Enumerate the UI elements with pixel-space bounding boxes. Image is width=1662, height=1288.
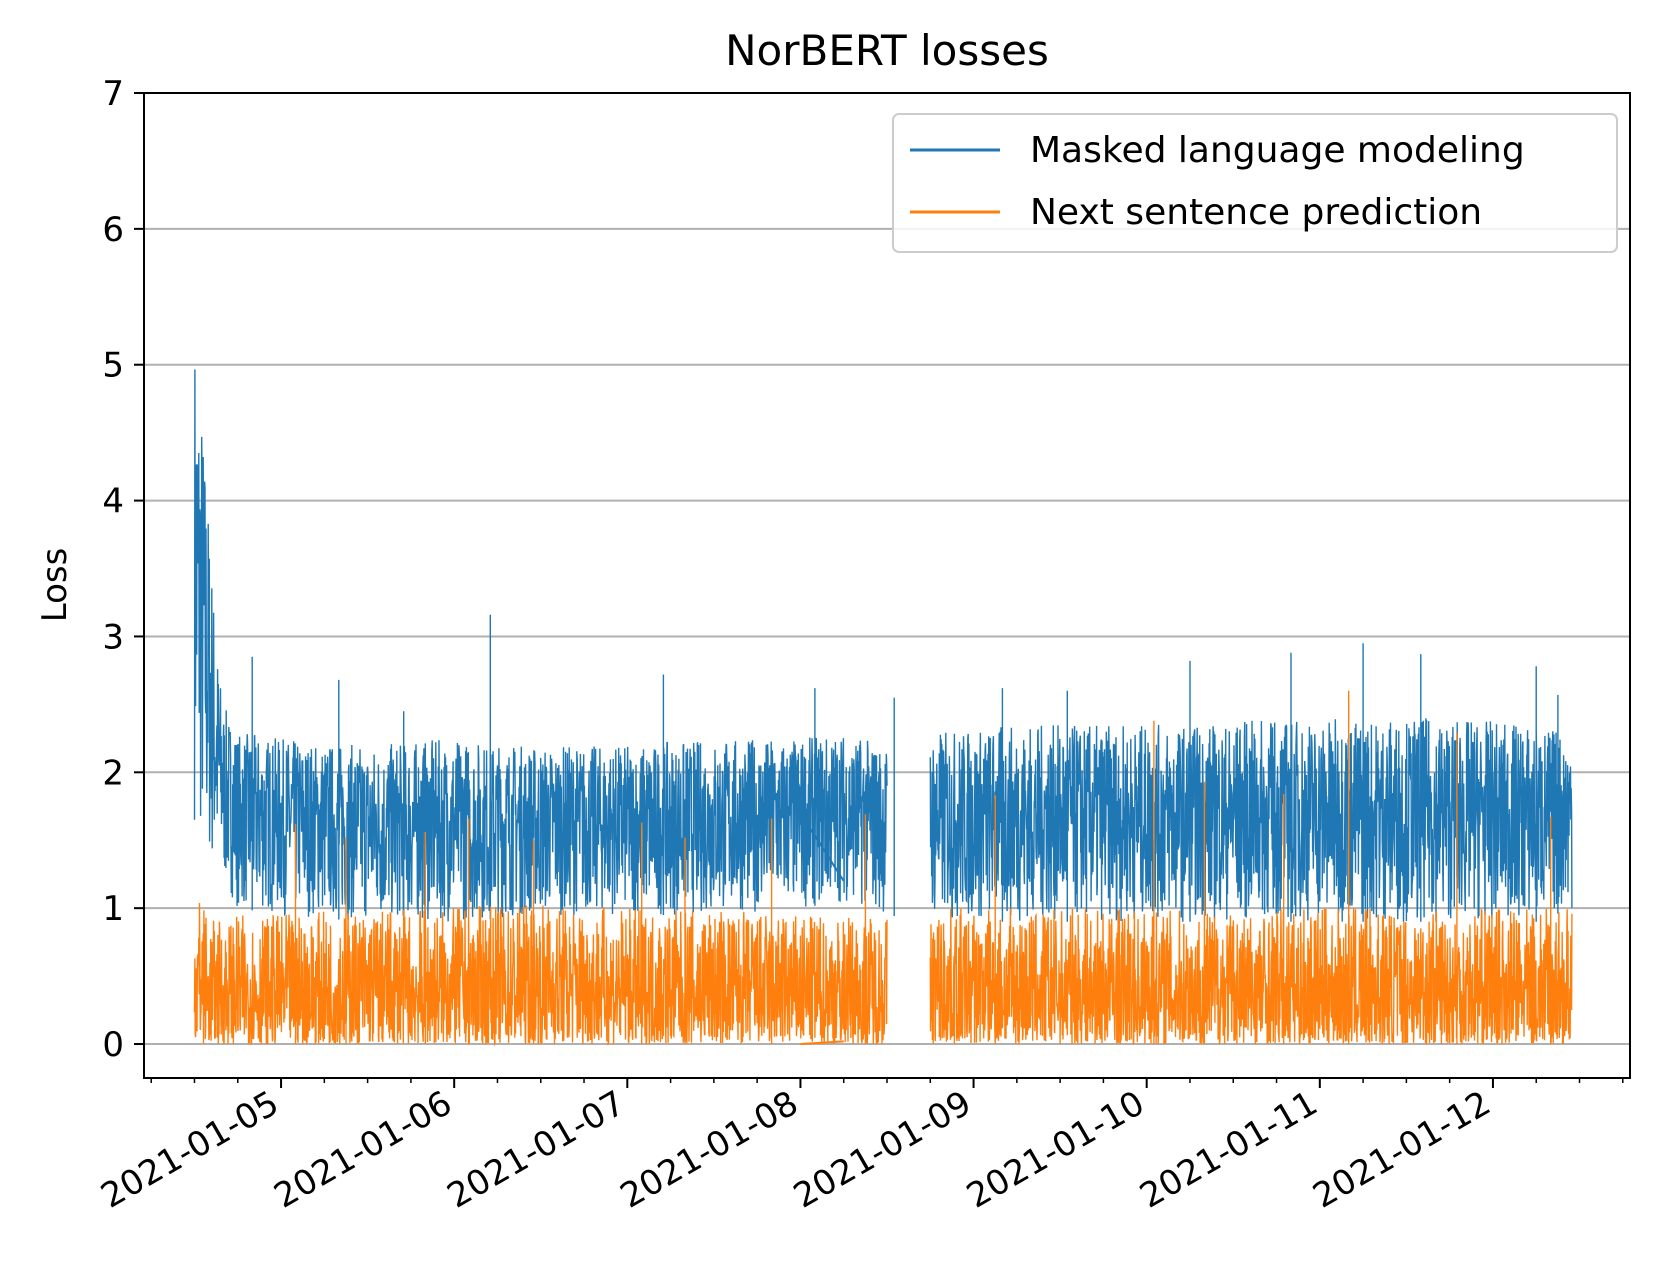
y-tick-label: 6	[102, 210, 124, 250]
nsp-series-line	[193, 690, 1573, 1047]
x-tick-label: 2021-01-06	[268, 1083, 459, 1216]
y-tick-label: 2	[102, 753, 124, 793]
chart-title: NorBERT losses	[725, 26, 1049, 75]
legend-label-nsp: Next sentence prediction	[1030, 192, 1482, 233]
nsp-series-gap-bridge	[800, 1040, 844, 1046]
x-tick-label: 2021-01-08	[614, 1083, 805, 1216]
legend-box	[892, 113, 1618, 253]
y-axis-label: Loss	[35, 548, 75, 623]
plot-area	[193, 369, 1573, 1047]
y-tick-label: 7	[102, 74, 124, 114]
mlm-series-line	[193, 369, 1573, 922]
x-tick-label: 2021-01-12	[1306, 1083, 1497, 1216]
x-tick-label: 2021-01-07	[441, 1083, 632, 1216]
y-tick-label: 5	[102, 346, 124, 386]
y-axis: 0 1 2 3 4 5 6 7	[102, 74, 144, 1065]
x-axis: 2021-01-052021-01-062021-01-072021-01-08…	[94, 1078, 1624, 1217]
y-tick-label: 4	[102, 482, 124, 522]
x-tick-label: 2021-01-11	[1133, 1083, 1324, 1216]
legend: Masked language modeling Next sentence p…	[892, 113, 1618, 253]
x-tick-label: 2021-01-09	[787, 1083, 978, 1216]
x-tick-label: 2021-01-05	[94, 1083, 285, 1216]
x-tick-label: 2021-01-10	[960, 1083, 1151, 1216]
y-tick-label: 3	[102, 617, 124, 657]
mlm-series-gap-bridge	[799, 812, 845, 882]
y-tick-label: 0	[102, 1025, 124, 1065]
y-tick-label: 1	[102, 889, 124, 929]
legend-label-mlm: Masked language modeling	[1030, 130, 1525, 171]
